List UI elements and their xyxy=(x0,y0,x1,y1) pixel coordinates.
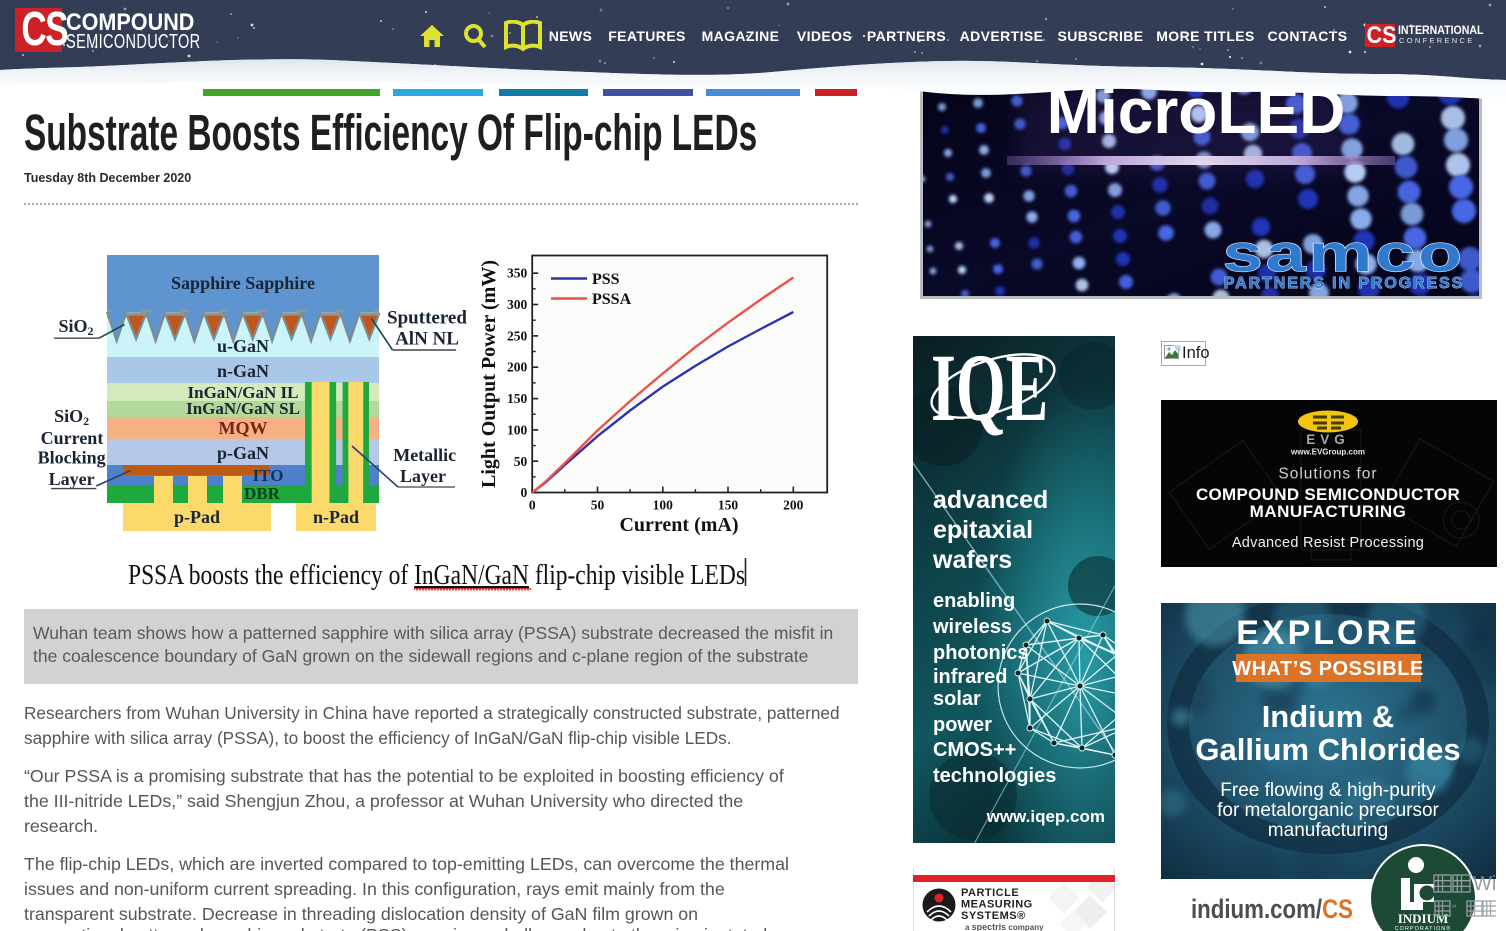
svg-text:Metallic: Metallic xyxy=(393,445,456,465)
svg-text:Layer: Layer xyxy=(49,469,95,489)
svg-text:InGaN/GaN IL: InGaN/GaN IL xyxy=(188,383,299,402)
svg-text:photonics: photonics xyxy=(933,642,1029,664)
svg-text:Gallium Chlorides: Gallium Chlorides xyxy=(1195,732,1460,767)
svg-text:PSSA: PSSA xyxy=(592,291,632,308)
svg-text:MicroLED: MicroLED xyxy=(1047,87,1346,147)
svg-text:WHAT’S POSSIBLE: WHAT’S POSSIBLE xyxy=(1232,658,1424,680)
svg-text:manufacturing: manufacturing xyxy=(1268,820,1388,841)
svg-text:Blocking: Blocking xyxy=(38,448,106,468)
svg-text:CMOS++: CMOS++ xyxy=(933,739,1016,761)
svg-text:p-GaN: p-GaN xyxy=(217,443,269,463)
svg-text:technologies: technologies xyxy=(933,765,1056,787)
svg-text:350: 350 xyxy=(507,266,528,281)
svg-text:enabling: enabling xyxy=(933,590,1015,612)
svg-text:150: 150 xyxy=(507,391,528,406)
svg-text:n-Pad: n-Pad xyxy=(313,507,359,527)
svg-text:300: 300 xyxy=(507,297,528,312)
svg-text:PSSA boosts the efficiency of: PSSA boosts the efficiency of InGaN/GaN … xyxy=(128,559,745,591)
svg-text:AlN NL: AlN NL xyxy=(395,329,459,350)
svg-text:wireless: wireless xyxy=(932,616,1012,638)
svg-text:Light Output Power (mW): Light Output Power (mW) xyxy=(478,260,500,488)
svg-text:a spectris company: a spectris company xyxy=(965,922,1044,931)
svg-text:IQE: IQE xyxy=(931,336,1048,441)
svg-text:samco: samco xyxy=(1223,225,1465,282)
svg-text:0: 0 xyxy=(520,485,527,500)
svg-text:200: 200 xyxy=(783,498,804,513)
svg-text:www.EVGroup.com: www.EVGroup.com xyxy=(1290,448,1365,457)
svg-text:www.iqep.com: www.iqep.com xyxy=(986,807,1105,826)
svg-text:u-GaN: u-GaN xyxy=(217,336,269,356)
svg-text:250: 250 xyxy=(507,328,528,343)
svg-text:for metalorganic precursor: for metalorganic precursor xyxy=(1217,800,1439,821)
svg-text:100: 100 xyxy=(653,498,674,513)
svg-text:50: 50 xyxy=(591,498,605,513)
svg-text:EXPLORE: EXPLORE xyxy=(1236,614,1419,652)
svg-text:indium.com/CS: indium.com/CS xyxy=(1191,894,1353,924)
svg-text:PSS: PSS xyxy=(592,271,620,288)
svg-text:Current: Current xyxy=(41,428,104,448)
svg-text:Sapphire Sapphire: Sapphire Sapphire xyxy=(171,273,315,293)
svg-text:Wi: Wi xyxy=(1473,873,1496,895)
svg-text:SiO2: SiO2 xyxy=(54,406,89,428)
svg-text:MQW: MQW xyxy=(219,418,268,438)
svg-text:EVG: EVG xyxy=(1306,432,1350,447)
svg-text:Sputtered: Sputtered xyxy=(387,308,467,329)
svg-text:InGaN/GaN SL: InGaN/GaN SL xyxy=(186,399,300,418)
svg-text:SYSTEMS®: SYSTEMS® xyxy=(961,910,1026,922)
svg-text:PARTICLE: PARTICLE xyxy=(961,887,1019,899)
svg-text:solar: solar xyxy=(933,688,981,710)
svg-text:Free flowing & high-purity: Free flowing & high-purity xyxy=(1220,780,1436,801)
svg-text:SiO2: SiO2 xyxy=(58,316,93,338)
svg-text:COMPOUND SEMICONDUCTOR: COMPOUND SEMICONDUCTOR xyxy=(1196,485,1460,504)
svg-text:50: 50 xyxy=(514,454,528,469)
svg-text:MEASURING: MEASURING xyxy=(961,899,1033,911)
svg-text:power: power xyxy=(933,714,992,736)
svg-text:ITO: ITO xyxy=(253,466,284,485)
svg-text:infrared: infrared xyxy=(933,666,1007,688)
svg-text:advanced: advanced xyxy=(933,486,1048,514)
svg-text:PARTNERS IN PROGRESS: PARTNERS IN PROGRESS xyxy=(1224,275,1464,292)
svg-text:Current (mA): Current (mA) xyxy=(619,514,738,536)
svg-text:Solutions for: Solutions for xyxy=(1278,466,1377,483)
svg-text:“: “ xyxy=(1452,901,1457,917)
svg-text:200: 200 xyxy=(507,360,528,375)
svg-text:DBR: DBR xyxy=(244,484,281,503)
svg-text:150: 150 xyxy=(718,498,739,513)
svg-text:MANUFACTURING: MANUFACTURING xyxy=(1250,502,1407,521)
svg-text:100: 100 xyxy=(507,422,528,437)
svg-text:wafers: wafers xyxy=(932,546,1012,574)
svg-text:Advanced Resist Processing: Advanced Resist Processing xyxy=(1232,535,1424,551)
svg-text:Layer: Layer xyxy=(400,466,446,486)
svg-text:Indium &: Indium & xyxy=(1262,699,1395,734)
svg-text:p-Pad: p-Pad xyxy=(174,507,220,527)
svg-text:CORPORATION®: CORPORATION® xyxy=(1395,925,1452,931)
svg-text:epitaxial: epitaxial xyxy=(933,516,1033,544)
svg-text:0: 0 xyxy=(529,498,536,513)
svg-text:n-GaN: n-GaN xyxy=(217,361,269,381)
svg-text:INDIUM: INDIUM xyxy=(1398,911,1449,926)
